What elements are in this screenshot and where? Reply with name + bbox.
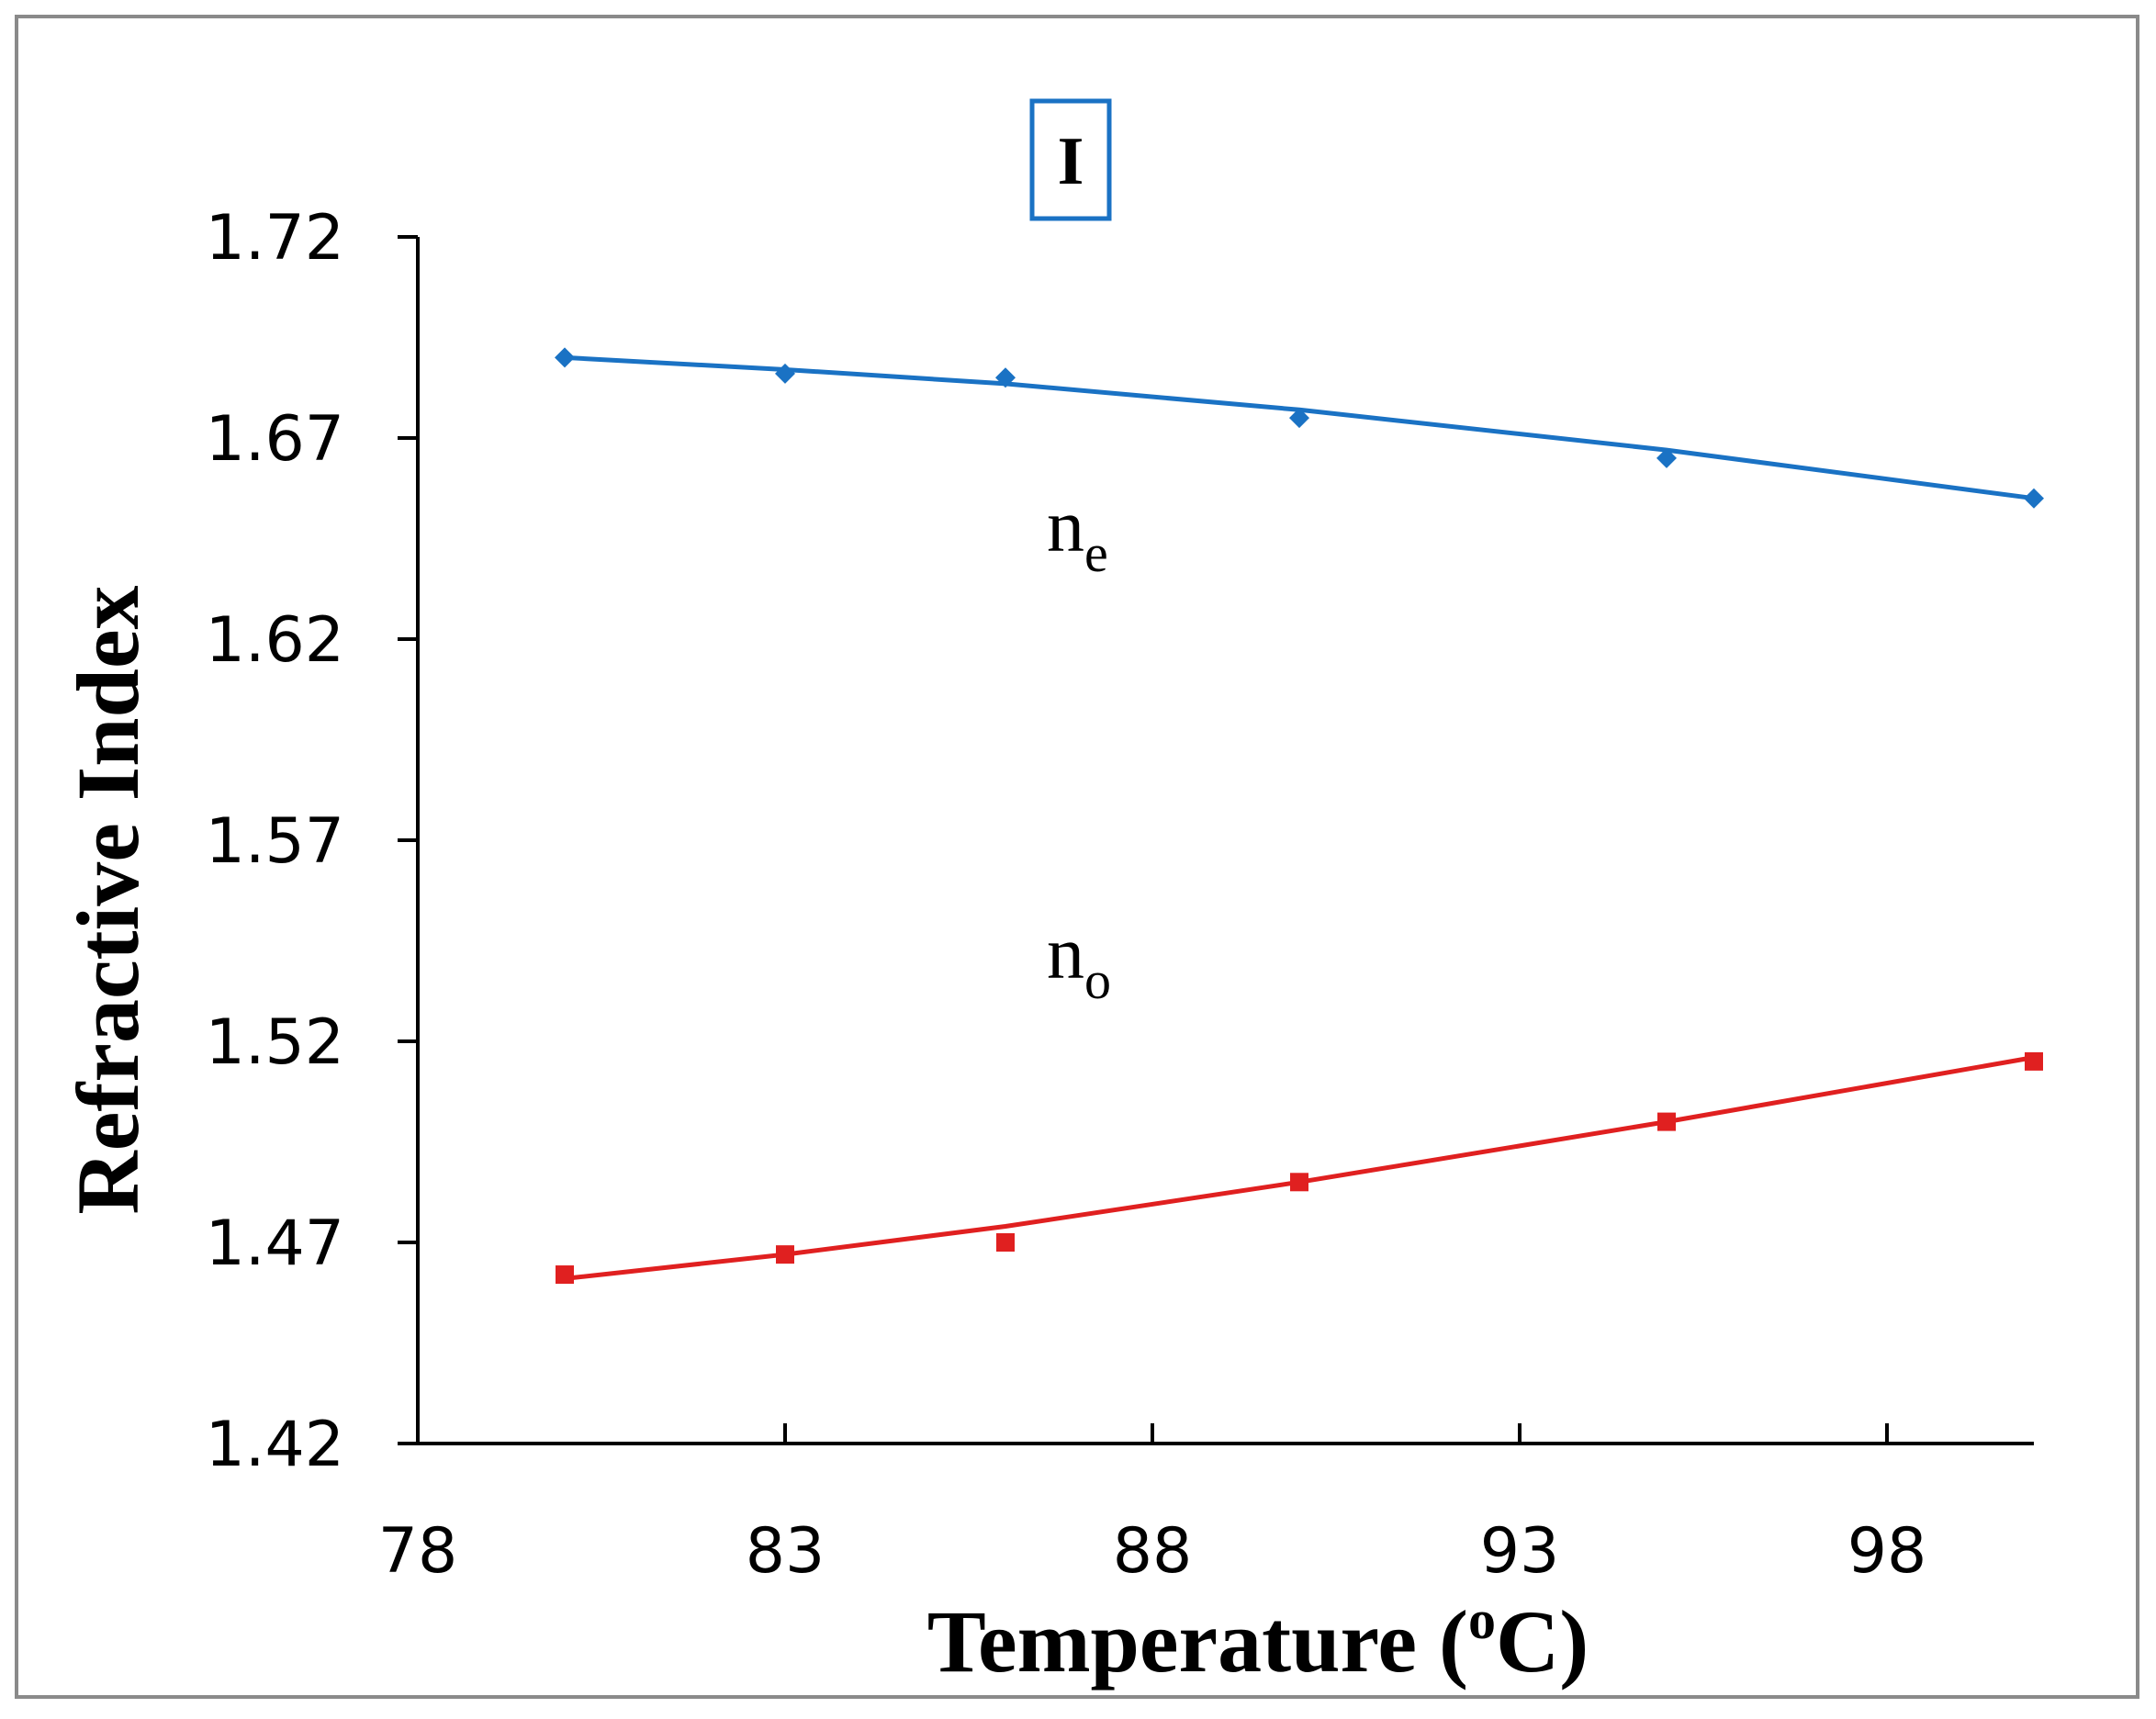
series-label-no: no — [1047, 911, 1111, 1010]
y-tick-label: 1.62 — [206, 604, 344, 677]
fit-line-ne — [564, 354, 2035, 501]
data-point-ne — [995, 367, 1016, 388]
y-tick-label: 1.57 — [206, 805, 344, 878]
data-point-no — [996, 1233, 1015, 1252]
x-tick-label: 98 — [1847, 1515, 1927, 1588]
x-axis-title: Temperature (oC) — [927, 1590, 1589, 1691]
data-point-no — [1290, 1173, 1308, 1192]
y-tick-label: 1.72 — [206, 202, 344, 275]
x-axis-title-main: Temperature ( — [927, 1592, 1468, 1691]
markers — [555, 347, 2044, 1285]
fit-lines — [564, 354, 2035, 1281]
data-point-ne — [1289, 408, 1309, 429]
y-axis-title: Refractive Index — [59, 585, 157, 1214]
data-point-no — [1657, 1112, 1676, 1131]
axes: 1.42 1.47 1.52 1.57 1.62 1.67 1.72 78 83 88 93 98 — [206, 202, 2034, 1588]
data-point-no — [2025, 1051, 2043, 1071]
series-label-no-sub: o — [1084, 950, 1111, 1010]
series-label-no-main: n — [1047, 911, 1084, 994]
data-point-ne — [1656, 447, 1677, 468]
series-label-ne: ne — [1047, 484, 1108, 583]
chart-frame — [15, 15, 2139, 1699]
y-tick-label: 1.42 — [206, 1409, 344, 1481]
x-tick-label: 78 — [378, 1515, 458, 1588]
panel-label-text: I — [1058, 124, 1084, 199]
data-point-ne — [775, 363, 795, 384]
x-tick-label: 93 — [1480, 1515, 1560, 1588]
data-point-ne — [555, 347, 575, 368]
x-axis-title-sup: o — [1468, 1590, 1496, 1650]
data-point-ne — [2024, 488, 2044, 509]
series-label-ne-main: n — [1047, 484, 1084, 567]
x-tick-label: 88 — [1113, 1515, 1193, 1588]
data-point-no — [776, 1245, 794, 1264]
series-label-ne-sub: e — [1084, 523, 1108, 583]
x-axis-title-end: C) — [1496, 1592, 1589, 1691]
y-tick-label: 1.47 — [206, 1208, 344, 1280]
y-tick-label: 1.67 — [206, 403, 344, 476]
x-tick-label: 83 — [746, 1515, 825, 1588]
data-point-no — [556, 1265, 574, 1285]
y-tick-label: 1.52 — [206, 1006, 344, 1079]
panel-label-box — [1029, 98, 1112, 221]
panel-label: I — [1029, 98, 1112, 221]
fit-line-no — [564, 1055, 2035, 1281]
